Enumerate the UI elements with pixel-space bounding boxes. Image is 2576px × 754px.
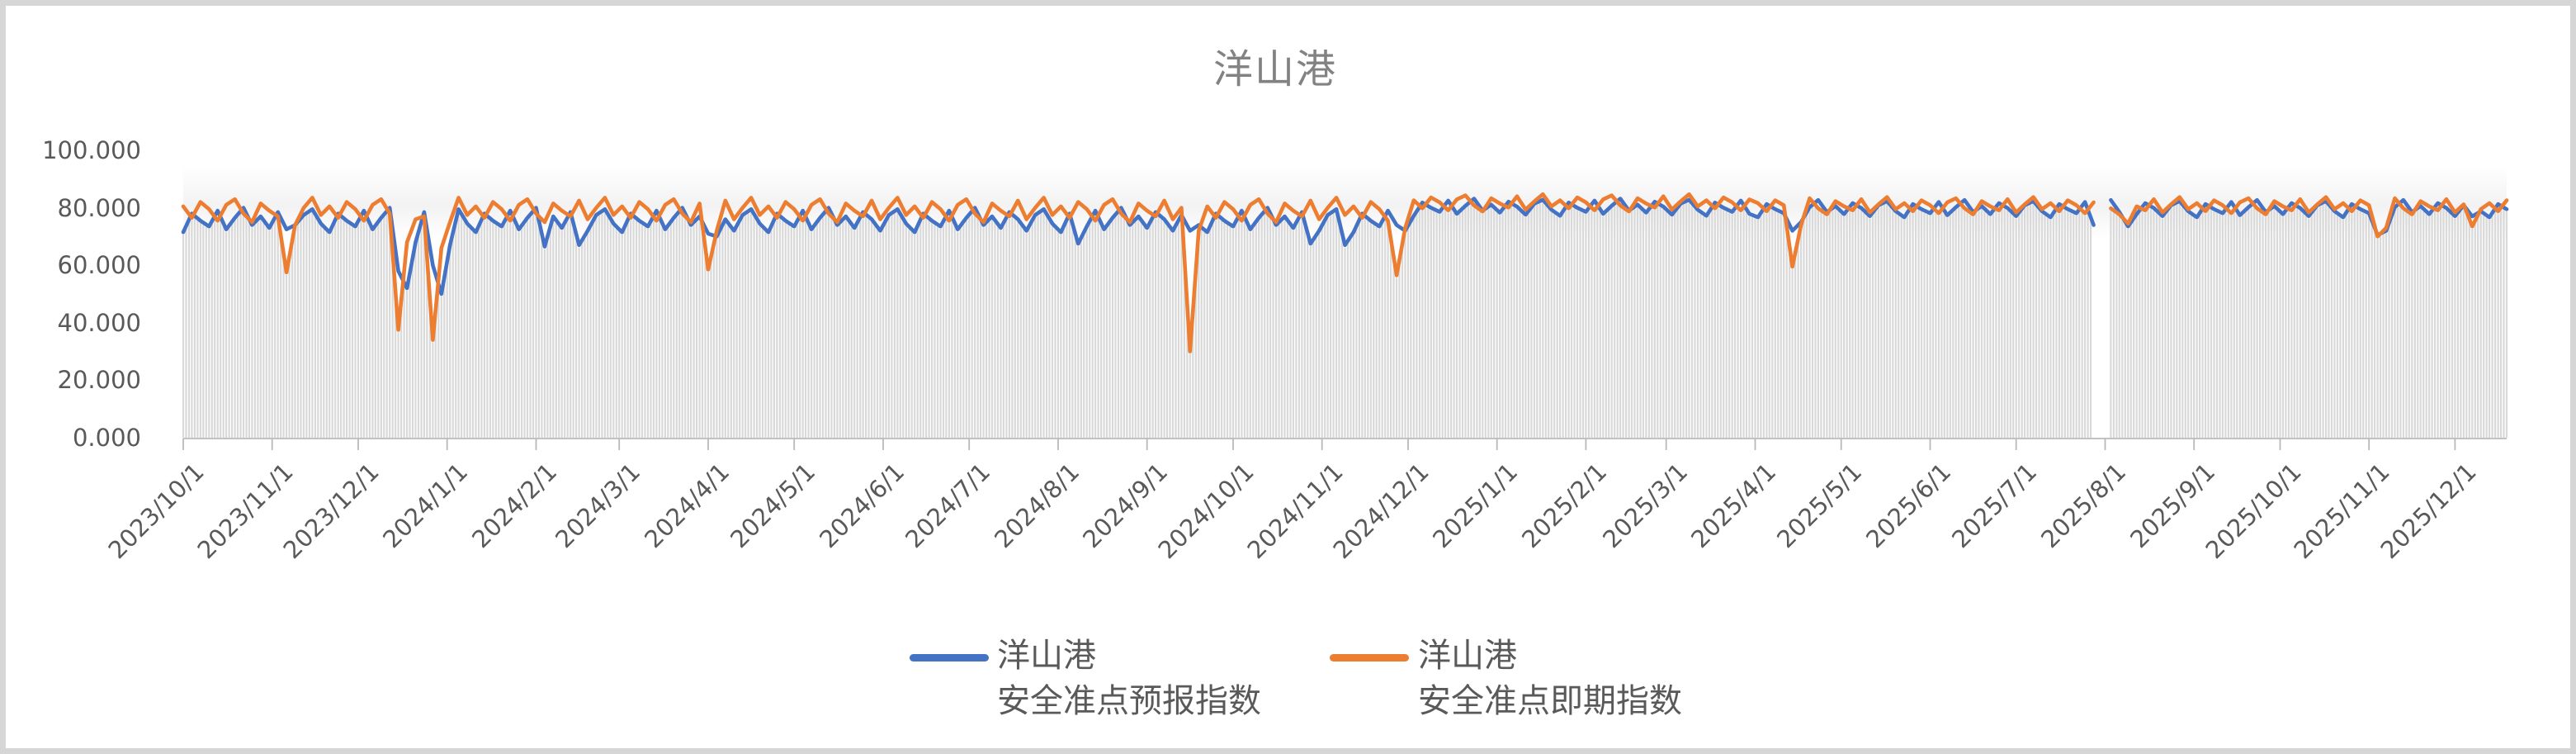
plot-background-band bbox=[183, 165, 2507, 239]
legend-label-spot-line1: 洋山港 bbox=[1418, 637, 1517, 675]
y-tick-label: 80.000 bbox=[57, 193, 141, 222]
legend-label-spot: 洋山港 安全准点即期指数 bbox=[1418, 633, 1682, 724]
legend-label-forecast-line1: 洋山港 bbox=[997, 637, 1096, 675]
y-tick-label: 60.000 bbox=[57, 251, 141, 280]
y-tick-label: 0.000 bbox=[72, 424, 141, 452]
series-line-spot bbox=[181, 192, 2509, 353]
background-bars bbox=[182, 202, 2508, 438]
y-tick-label: 40.000 bbox=[57, 308, 141, 337]
legend-label-forecast-line2: 安全准点预报指数 bbox=[997, 682, 1261, 720]
legend-swatch-forecast bbox=[910, 654, 989, 662]
chart-title: 洋山港 bbox=[1212, 46, 1338, 92]
y-tick-label: 100.000 bbox=[42, 136, 141, 164]
y-tick-label: 20.000 bbox=[57, 366, 141, 395]
legend-label-spot-line2: 安全准点即期指数 bbox=[1418, 682, 1682, 720]
legend-swatch-spot bbox=[1330, 654, 1409, 662]
legend-label-forecast: 洋山港 安全准点预报指数 bbox=[997, 633, 1261, 724]
